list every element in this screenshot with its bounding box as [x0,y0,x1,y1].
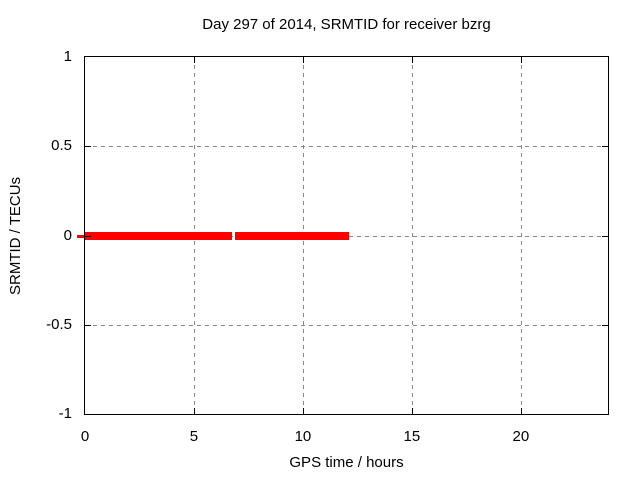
x-tick-mark-bottom [193,408,195,414]
y-tick-mark-right [602,235,608,237]
y-tick-mark-left [85,235,91,237]
series-segment [85,231,232,240]
x-axis-label: GPS time / hours [289,454,404,471]
gridline-horizontal [85,324,608,326]
chart-title: Day 297 of 2014, SRMTID for receiver bzr… [202,16,491,33]
y-tick-label: -0.5 [46,315,72,333]
y-tick-mark-left [85,146,91,148]
y-tick-label: -1 [58,405,72,422]
plot-area [77,56,609,415]
y-tick-label: 0.5 [51,137,72,155]
x-tick-label: 5 [189,428,199,445]
x-tick-mark-bottom [302,408,304,414]
y-tick-label: 0 [63,226,72,244]
x-tick-mark-top [411,57,413,63]
y-tick-mark-right [602,146,608,148]
x-tick-label: 10 [294,428,312,445]
y-tick-mark-right [602,324,608,326]
y-tick-label: 1 [63,48,72,65]
x-tick-label: 0 [80,428,90,445]
x-tick-mark-top [193,57,195,63]
y-tick-mark-left [85,324,91,326]
x-tick-mark-bottom [520,408,522,414]
x-tick-label: 20 [512,428,530,445]
series-segment [234,231,350,240]
x-tick-mark-top [520,57,522,63]
x-tick-mark-bottom [411,408,413,414]
x-tick-mark-top [302,57,304,63]
gridline-horizontal [85,146,608,148]
series-left-edge-nub [77,234,84,238]
x-tick-label: 15 [403,428,421,445]
